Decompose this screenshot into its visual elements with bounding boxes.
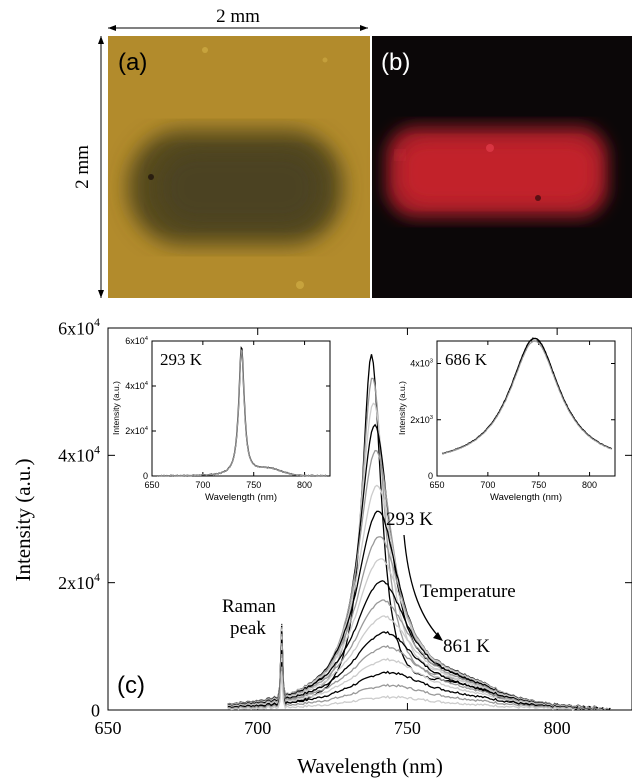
inset-293k-y-axis: 0 2x104 4x104 6x104: [125, 336, 330, 481]
inset-686k-x-axis: 650 700 750 800: [429, 341, 597, 490]
inset-686k-spectrum-line: [441, 340, 613, 455]
inset-686k-x-label: Wavelength (nm): [490, 492, 562, 503]
inset-293k-y-tick-label: 6x104: [125, 336, 149, 346]
inset-686k-x-tick-label: 650: [429, 480, 444, 490]
main-y-axis-label: Intensity (a.u.): [11, 458, 35, 581]
main-chart-frame: [107, 327, 632, 711]
inset-686k-x-tick-label: 700: [480, 480, 495, 490]
inset-293k-series: [157, 346, 327, 477]
inset-293k-title: 293 K: [160, 350, 203, 369]
raman-label-line2: peak: [230, 618, 266, 639]
inset-293k-x-tick-label: 700: [195, 480, 210, 490]
main-chart: 0 2x104 4x104 6x104 650 700 750 800 Intensity …: [11, 316, 632, 778]
inset-293k-y-tick-exponent: 4: [145, 381, 149, 387]
panel-a-image: (a): [108, 36, 370, 298]
inset-293k-y-tick-label: 2x104: [125, 426, 149, 436]
main-x-tick-label: 750: [394, 718, 421, 738]
inset-293k-x-label: Wavelength (nm): [205, 492, 277, 503]
inset-293k-x-tick-label: 650: [144, 480, 159, 490]
horizontal-scale-label: 2 mm: [216, 6, 260, 27]
main-y-tick-label: 2x104: [58, 571, 100, 593]
main-y-tick-label: 4x104: [58, 444, 100, 466]
temperature-arrow: [403, 534, 443, 641]
inset-293k-y-tick-exponent: 4: [145, 426, 149, 432]
panel-a-label: (a): [118, 49, 147, 76]
inset-686k-y-tick-exponent: 3: [430, 415, 433, 421]
main-x-tick-label: 800: [544, 718, 571, 738]
main-y-tick-exponent: 4: [94, 316, 100, 329]
main-spectrum-line: [227, 666, 577, 710]
inset-686k-y-tick-label: 0: [428, 471, 433, 481]
main-spectrum-line: [227, 657, 581, 709]
inset-293k-y-label: Intensity (a.u.): [111, 381, 121, 435]
main-series: [227, 354, 611, 711]
main-y-tick-label: 0: [91, 700, 100, 720]
main-spectrum-line: [227, 644, 584, 709]
main-x-axis-label: Wavelength (nm): [297, 754, 443, 778]
inset-293k-y-tick-exponent: 4: [145, 336, 149, 342]
vertical-scale-label: 2 mm: [72, 145, 93, 189]
temperature-arrow-label: Temperature: [420, 581, 516, 602]
inset-686k-y-axis: 0 2x103 4x103: [410, 359, 615, 481]
inset-686k-x-tick-label: 750: [531, 480, 546, 490]
inset-686k-frame: [436, 340, 616, 477]
inset-686k-series: [441, 337, 613, 455]
main-spectrum-line: [227, 662, 579, 710]
inset-293k: 0 2x104 4x104 6x104 650 700 750 800 293 K Inte…: [111, 336, 331, 503]
inset-293k-spectrum-line: [157, 348, 327, 477]
main-y-tick-exponent: 4: [94, 444, 100, 457]
panel-c-label: (c): [117, 672, 145, 699]
raman-label-line1: Raman: [222, 596, 276, 617]
inset-686k-y-tick-label: 2x103: [410, 415, 433, 425]
main-y-tick-exponent: 4: [94, 571, 100, 584]
main-y-axis: 0 2x104 4x104 6x104: [58, 316, 632, 720]
inset-293k-y-tick-label: 0: [143, 471, 148, 481]
temperature-end-label: 861 K: [443, 636, 490, 657]
main-y-tick-label: 6x104: [58, 316, 100, 338]
main-x-axis: 650 700 750 800: [95, 328, 571, 738]
inset-686k: 0 2x103 4x103 650 700 750 800 686 K Intensity…: [397, 337, 616, 503]
panel-b-label: (b): [381, 49, 410, 76]
main-x-tick-label: 700: [244, 718, 271, 738]
panel-b-image: (b): [372, 36, 632, 298]
inset-293k-x-tick-label: 750: [246, 480, 261, 490]
temperature-start-label: 293 K: [386, 509, 433, 530]
inset-293k-y-tick-label: 4x104: [125, 381, 149, 391]
main-x-tick-label: 650: [95, 718, 122, 738]
inset-686k-x-tick-label: 800: [582, 480, 597, 490]
inset-686k-y-label: Intensity (a.u.): [397, 381, 407, 435]
horizontal-scale-bar: 2 mm: [108, 6, 368, 31]
inset-686k-y-tick-exponent: 3: [430, 359, 433, 365]
inset-293k-x-tick-label: 800: [297, 480, 312, 490]
vertical-scale-bar: 2 mm: [72, 36, 104, 298]
inset-293k-frame: [151, 340, 331, 477]
main-spectrum-line: [227, 671, 575, 711]
inset-686k-title: 686 K: [445, 350, 488, 369]
main-spectrum-line: [227, 630, 586, 709]
inset-686k-y-tick-label: 4x103: [410, 359, 433, 369]
